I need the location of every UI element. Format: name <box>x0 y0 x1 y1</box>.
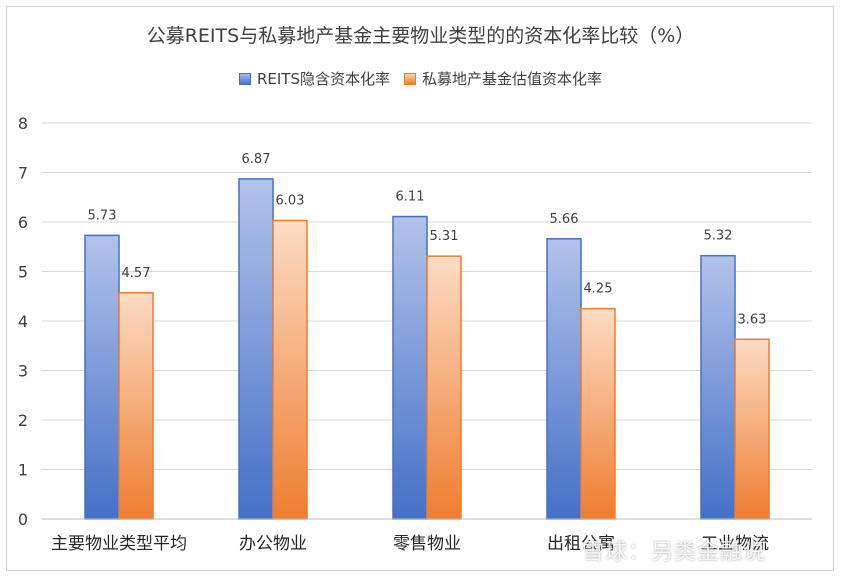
x-category-label: 工业物流 <box>701 534 769 554</box>
data-label: 5.31 <box>430 229 459 244</box>
data-label: 4.25 <box>584 282 613 297</box>
legend-swatch-blue <box>238 72 251 85</box>
bar-private-fund <box>426 255 462 520</box>
chart-title: 公募REITS与私募地产基金主要物业类型的的资本化率比较（%） <box>146 25 695 47</box>
bar-reits <box>238 178 274 520</box>
y-tick-label: 1 <box>18 461 28 480</box>
legend-item-private-fund: 私募地产基金估值资本化率 <box>404 68 602 89</box>
bar-private-fund <box>118 292 154 520</box>
x-category-label: 出租公寓 <box>547 534 615 554</box>
y-tick-label: 8 <box>18 114 28 133</box>
legend-swatch-orange <box>404 72 416 85</box>
y-tick-label: 6 <box>18 213 28 232</box>
data-label: 5.73 <box>88 208 117 223</box>
data-label: 4.57 <box>122 266 151 281</box>
y-tick-label: 4 <box>18 312 28 331</box>
data-label: 5.32 <box>704 229 733 244</box>
x-category-label: 零售物业 <box>393 534 461 554</box>
legend-label-private-fund: 私募地产基金估值资本化率 <box>422 70 603 88</box>
y-tick-label: 0 <box>18 510 28 529</box>
y-tick-label: 2 <box>18 411 28 430</box>
x-category-label: 主要物业类型平均 <box>51 534 187 554</box>
chart-legend: REITS隐含资本化率 私募地产基金估值资本化率 <box>0 68 841 89</box>
y-tick-label: 7 <box>18 164 28 183</box>
bar-private-fund <box>734 338 770 520</box>
x-category-label: 办公物业 <box>239 534 307 554</box>
bar-private-fund <box>580 307 616 520</box>
y-tick-label: 5 <box>18 263 28 282</box>
y-tick-label: 3 <box>18 362 28 381</box>
bar-reits <box>546 238 582 520</box>
bar-private-fund <box>272 219 308 520</box>
watermark: 雪球：另类金融说 <box>582 540 767 565</box>
bar-reits <box>392 215 428 520</box>
data-label: 3.63 <box>738 312 767 327</box>
bar-reits <box>700 254 736 520</box>
data-label: 6.03 <box>276 194 305 209</box>
data-label: 6.87 <box>242 152 271 167</box>
bar-reits <box>84 234 120 520</box>
legend-label-reits: REITS隐含资本化率 <box>256 70 390 88</box>
data-label: 5.66 <box>550 212 579 227</box>
legend-item-reits: REITS隐含资本化率 <box>238 68 390 89</box>
data-label: 6.11 <box>396 190 425 205</box>
